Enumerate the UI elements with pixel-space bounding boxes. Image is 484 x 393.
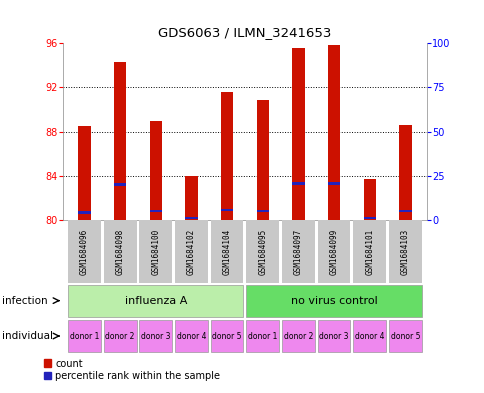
Bar (388, 320, 421, 352)
Bar (185, 217, 197, 219)
Bar (220, 92, 233, 220)
Bar (353, 320, 385, 352)
Bar (388, 220, 421, 283)
Bar (398, 210, 411, 213)
Text: GSM1684098: GSM1684098 (115, 228, 124, 275)
Text: donor 4: donor 4 (176, 332, 206, 340)
Bar (68, 320, 101, 352)
Text: donor 3: donor 3 (318, 332, 348, 340)
Bar (256, 99, 269, 220)
Bar (210, 320, 243, 352)
Bar (149, 210, 162, 213)
Bar (114, 184, 126, 186)
Bar (78, 211, 91, 213)
Title: GDS6063 / ILMN_3241653: GDS6063 / ILMN_3241653 (158, 26, 331, 39)
Bar (149, 121, 162, 220)
Bar (327, 46, 340, 220)
Bar (114, 62, 126, 220)
Text: donor 5: donor 5 (212, 332, 242, 340)
Bar (363, 179, 375, 220)
Text: GSM1684095: GSM1684095 (257, 228, 267, 275)
Bar (291, 48, 304, 220)
Text: influenza A: influenza A (124, 296, 186, 306)
Text: GSM1684099: GSM1684099 (329, 228, 338, 275)
Text: donor 2: donor 2 (105, 332, 135, 340)
Bar (175, 220, 208, 283)
Bar (139, 220, 172, 283)
Bar (281, 220, 314, 283)
Bar (256, 210, 269, 213)
Bar (246, 320, 279, 352)
Text: no virus control: no virus control (290, 296, 377, 306)
Text: infection: infection (2, 296, 48, 306)
Text: donor 2: donor 2 (283, 332, 313, 340)
Text: donor 1: donor 1 (247, 332, 277, 340)
Bar (139, 320, 172, 352)
Bar (220, 209, 233, 211)
Text: donor 4: donor 4 (354, 332, 384, 340)
Bar (398, 125, 411, 220)
Bar (68, 285, 243, 317)
Text: donor 5: donor 5 (390, 332, 419, 340)
Text: GSM1684101: GSM1684101 (364, 228, 374, 275)
Bar (104, 220, 136, 283)
Bar (317, 320, 350, 352)
Text: GSM1684097: GSM1684097 (293, 228, 302, 275)
Bar (246, 220, 279, 283)
Bar (291, 182, 304, 185)
Bar (246, 285, 421, 317)
Legend: count, percentile rank within the sample: count, percentile rank within the sample (44, 358, 220, 381)
Text: GSM1684100: GSM1684100 (151, 228, 160, 275)
Bar (185, 176, 197, 220)
Bar (317, 220, 350, 283)
Bar (104, 320, 136, 352)
Bar (210, 220, 243, 283)
Bar (281, 320, 314, 352)
Text: donor 1: donor 1 (70, 332, 99, 340)
Text: GSM1684102: GSM1684102 (186, 228, 196, 275)
Bar (327, 182, 340, 185)
Bar (353, 220, 385, 283)
Text: individual: individual (2, 331, 53, 341)
Text: GSM1684096: GSM1684096 (80, 228, 89, 275)
Text: GSM1684104: GSM1684104 (222, 228, 231, 275)
Bar (363, 217, 375, 219)
Text: donor 3: donor 3 (141, 332, 170, 340)
Text: GSM1684103: GSM1684103 (400, 228, 409, 275)
Bar (78, 126, 91, 220)
Bar (175, 320, 208, 352)
Bar (68, 220, 101, 283)
